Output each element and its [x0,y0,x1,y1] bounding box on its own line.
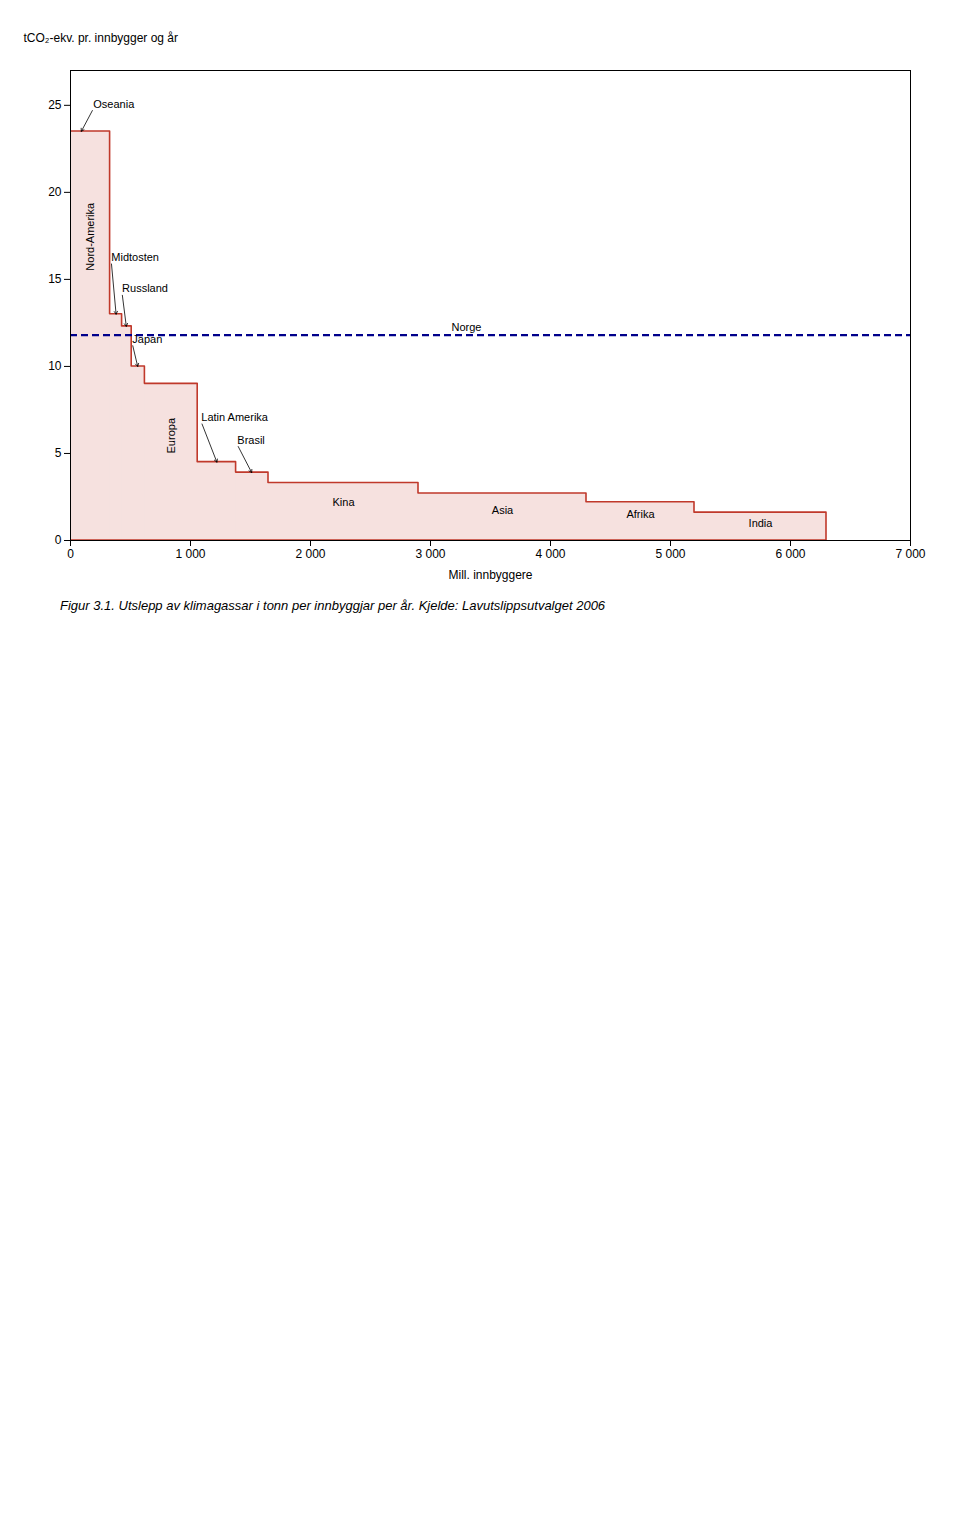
svg-text:Brasil: Brasil [237,434,265,446]
svg-text:0: 0 [55,533,62,547]
svg-text:India: India [749,517,774,529]
svg-text:Latin Amerika: Latin Amerika [201,411,269,423]
svg-text:5: 5 [55,446,62,460]
svg-text:Afrika: Afrika [626,508,655,520]
svg-text:Europa: Europa [165,417,177,453]
svg-text:15: 15 [48,272,62,286]
svg-text:Nord-Amerika: Nord-Amerika [84,202,96,271]
svg-text:Mill. innbyggere: Mill. innbyggere [448,568,532,582]
html-text:Figur 3.1. Utslepp av klimagas: Figur 3.1. Utslepp av klimagassar i tonn… [60,598,606,613]
svg-text:0: 0 [67,547,74,561]
svg-text:Kina: Kina [332,496,355,508]
svg-text:tCO₂-ekv. pr. innbygger og år: tCO₂-ekv. pr. innbygger og år [24,31,179,45]
svg-text:25: 25 [48,98,62,112]
svg-text:4 000: 4 000 [535,547,565,561]
svg-text:3 000: 3 000 [415,547,445,561]
svg-text:5 000: 5 000 [655,547,685,561]
svg-text:6 000: 6 000 [775,547,805,561]
svg-text:2 000: 2 000 [295,547,325,561]
svg-text:7 000: 7 000 [895,547,925,561]
svg-text:Midtosten: Midtosten [111,251,159,263]
svg-text:Japan: Japan [132,333,162,345]
svg-text:1 000: 1 000 [175,547,205,561]
svg-text:20: 20 [48,185,62,199]
svg-text:Russland: Russland [122,282,168,294]
svg-text:Oseania: Oseania [93,98,135,110]
svg-text:Norge: Norge [452,321,482,333]
svg-text:10: 10 [48,359,62,373]
svg-text:Asia: Asia [492,504,514,516]
